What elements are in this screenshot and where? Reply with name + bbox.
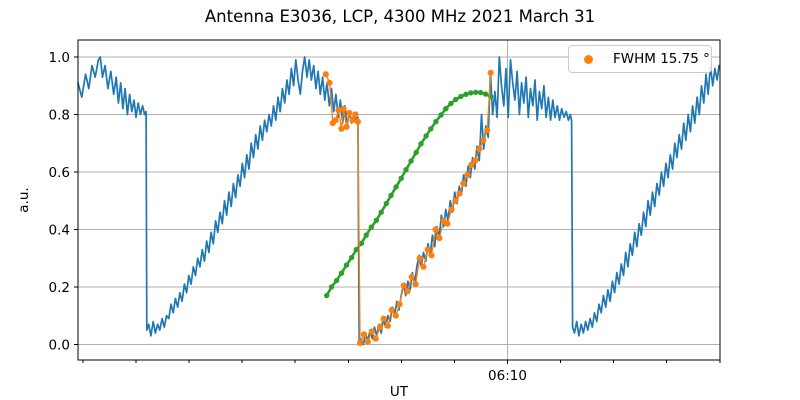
series-fit-marker bbox=[418, 141, 424, 147]
series-fwhm_points-marker bbox=[424, 246, 431, 253]
series-fit-marker bbox=[468, 90, 474, 96]
series-fit-marker bbox=[368, 224, 374, 230]
y-axis-label: a.u. bbox=[16, 187, 32, 213]
series-fwhm_points-marker bbox=[354, 118, 361, 125]
series-fit-marker bbox=[413, 149, 419, 156]
series-fwhm_points-marker bbox=[322, 71, 329, 78]
series-fwhm_points-marker bbox=[476, 145, 483, 153]
series-fwhm_points-marker bbox=[404, 288, 411, 295]
series-fwhm_points-marker bbox=[460, 180, 467, 187]
legend: FWHM 15.75 ° bbox=[568, 45, 712, 73]
series-fit-marker bbox=[324, 292, 330, 299]
series-fwhm_points-marker bbox=[392, 312, 399, 319]
series-fit-marker bbox=[358, 240, 365, 246]
series-fwhm_points-marker bbox=[338, 125, 345, 132]
series-fit-marker bbox=[453, 96, 459, 103]
series-fit-marker bbox=[438, 112, 444, 118]
y-tick-label: 1.0 bbox=[49, 50, 70, 66]
y-tick-label: 0.2 bbox=[49, 280, 70, 296]
y-tick-label: 0.6 bbox=[49, 165, 70, 181]
series-fwhm_points-marker bbox=[444, 220, 451, 227]
series-fwhm_points-marker bbox=[368, 328, 375, 335]
series-fit-marker bbox=[338, 270, 345, 276]
x-axis-label: UT bbox=[389, 384, 409, 400]
series-fwhm_points-marker bbox=[432, 226, 439, 233]
series-fit-marker bbox=[448, 100, 454, 107]
series-fwhm_points-marker bbox=[388, 306, 395, 314]
series-fwhm_points-marker bbox=[364, 338, 371, 345]
series-fit-marker bbox=[423, 133, 429, 139]
y-tick-label: 0.4 bbox=[49, 222, 70, 238]
legend-label-fwhm: FWHM 15.75 ° bbox=[613, 51, 710, 67]
legend-marker-icon bbox=[584, 54, 593, 64]
series-fwhm_points-marker bbox=[436, 235, 443, 242]
series-fit-marker bbox=[393, 184, 399, 190]
series-fwhm_points-marker bbox=[416, 255, 423, 262]
chart-title: Antenna E3036, LCP, 4300 MHz 2021 March … bbox=[204, 7, 596, 26]
series-fit-marker bbox=[443, 106, 449, 112]
series-fwhm_points-marker bbox=[400, 282, 407, 289]
series-fwhm_points-marker bbox=[360, 331, 368, 338]
y-tick-label: 0.8 bbox=[49, 107, 70, 123]
series-fit-marker bbox=[388, 192, 394, 199]
series-fwhm_points-marker bbox=[357, 339, 364, 347]
series-fit-marker bbox=[473, 89, 479, 96]
series-fit-marker bbox=[378, 209, 384, 215]
series-fit-marker bbox=[428, 126, 434, 132]
series-fwhm_points-marker bbox=[464, 171, 471, 178]
series-fwhm_points-marker bbox=[380, 315, 387, 322]
series-fit-marker bbox=[348, 254, 355, 261]
x-tick-label: 06:10 bbox=[488, 368, 527, 384]
series-fwhm_points-marker bbox=[480, 137, 487, 144]
series-fwhm_points-marker bbox=[420, 263, 427, 270]
series-fwhm_points-marker bbox=[326, 79, 333, 86]
series-fwhm_points-marker bbox=[346, 109, 353, 117]
series-fwhm_points-marker bbox=[349, 117, 356, 124]
series-fwhm_points-marker bbox=[340, 105, 347, 112]
axes-spines bbox=[77, 39, 721, 361]
series-fit-marker bbox=[363, 232, 369, 238]
series-fit-marker bbox=[373, 217, 380, 223]
series-fit-marker bbox=[353, 246, 359, 253]
series-fit-marker bbox=[328, 284, 335, 290]
series-fwhm_points-marker bbox=[456, 190, 463, 197]
series-fwhm_points-marker bbox=[372, 335, 379, 342]
series-fwhm_points-marker bbox=[484, 127, 491, 134]
series-fwhm_points-marker bbox=[412, 281, 419, 288]
y-tick-label: 0.0 bbox=[49, 337, 70, 353]
series-fwhm_points-marker bbox=[332, 117, 339, 124]
series-fwhm_points-marker bbox=[335, 107, 342, 114]
series-fwhm_points-marker bbox=[343, 123, 350, 130]
series-fwhm_points-marker bbox=[396, 301, 403, 308]
series-fwhm_points-marker bbox=[487, 69, 494, 76]
series-fit-marker bbox=[463, 91, 469, 98]
series-fit-marker bbox=[398, 175, 404, 181]
series-fit-marker bbox=[403, 167, 409, 173]
series-fit-marker bbox=[458, 93, 464, 100]
series-fit-marker bbox=[477, 89, 484, 96]
series-fwhm_points-marker bbox=[352, 111, 359, 118]
series-fwhm_points-marker bbox=[384, 322, 391, 329]
series-fit-marker bbox=[482, 91, 489, 97]
series-fit-marker bbox=[433, 119, 439, 125]
series-fit-line bbox=[325, 91, 492, 297]
series-fwhm_points-marker bbox=[428, 252, 435, 259]
series-fwhm_points-marker bbox=[452, 197, 459, 204]
series-fwhm_points-marker bbox=[448, 206, 455, 213]
series-fwhm_points-marker bbox=[468, 161, 475, 168]
series-fit-marker bbox=[383, 200, 389, 207]
series-fwhm_points-marker bbox=[472, 157, 479, 164]
series-fit-marker bbox=[333, 277, 340, 284]
series-fwhm_points-marker bbox=[376, 324, 383, 331]
series-fwhm_points-marker bbox=[408, 273, 415, 280]
series-fit-marker bbox=[343, 262, 350, 268]
series-fit-marker bbox=[408, 158, 414, 164]
series-fwhm_points-line bbox=[325, 72, 492, 344]
